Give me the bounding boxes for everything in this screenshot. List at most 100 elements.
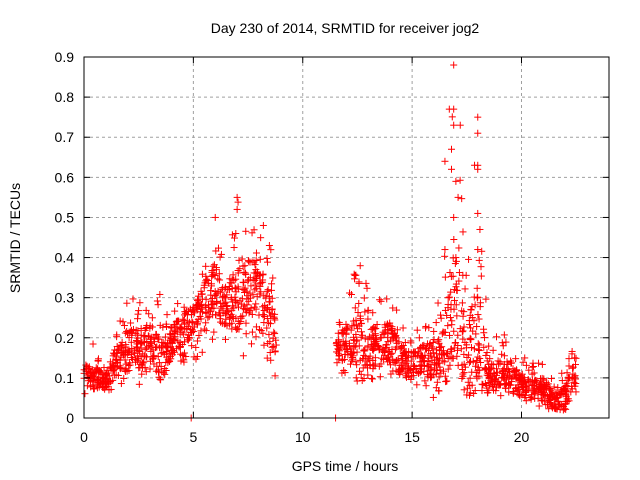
data-point <box>243 301 251 309</box>
data-point <box>205 313 213 321</box>
data-point <box>241 286 249 294</box>
data-point <box>456 176 464 184</box>
data-point <box>215 270 223 278</box>
data-point <box>265 241 273 249</box>
data-point <box>546 396 554 404</box>
data-point <box>383 295 391 303</box>
data-point <box>127 351 135 359</box>
data-point <box>543 381 551 389</box>
data-point <box>525 366 533 374</box>
chart-title: Day 230 of 2014, SRMTID for receiver jog… <box>211 20 480 36</box>
data-point <box>381 323 389 331</box>
data-point <box>196 312 204 320</box>
data-point <box>511 367 519 375</box>
data-point <box>184 336 192 344</box>
data-point <box>438 330 446 338</box>
data-point <box>389 355 397 363</box>
data-point <box>212 291 220 299</box>
y-tick-label: 0.1 <box>55 370 75 386</box>
data-point <box>123 299 131 307</box>
data-point <box>183 308 191 316</box>
data-point <box>257 288 265 296</box>
data-point <box>435 359 443 367</box>
data-point <box>441 246 449 254</box>
data-point <box>341 369 349 377</box>
data-point <box>376 345 384 353</box>
data-point <box>492 333 500 341</box>
data-point <box>208 266 216 274</box>
data-point <box>224 286 232 294</box>
data-point <box>461 338 469 346</box>
data-point <box>150 360 158 368</box>
data-point <box>432 319 440 327</box>
data-point <box>451 260 459 268</box>
data-point <box>455 277 463 285</box>
data-point <box>521 378 529 386</box>
data-point <box>211 213 219 221</box>
plot-frame <box>83 56 610 419</box>
data-point <box>565 362 573 370</box>
grid-lines <box>84 57 609 418</box>
data-point <box>160 369 168 377</box>
data-point <box>448 145 455 153</box>
data-point <box>159 323 167 331</box>
data-point <box>137 338 145 346</box>
data-point <box>162 358 170 366</box>
data-point <box>108 360 116 368</box>
data-point <box>167 323 175 331</box>
data-point <box>247 340 255 348</box>
data-point <box>248 328 256 336</box>
data-point <box>267 246 275 254</box>
data-point <box>478 247 486 255</box>
data-point <box>232 230 240 238</box>
data-point <box>365 333 373 341</box>
data-point <box>136 348 144 356</box>
data-point <box>386 361 394 369</box>
data-point <box>342 337 350 345</box>
data-point <box>250 226 258 234</box>
data-point <box>233 205 241 213</box>
data-point <box>161 364 169 372</box>
data-point <box>242 330 250 338</box>
data-point <box>512 355 520 363</box>
data-point <box>264 286 272 294</box>
data-point <box>465 351 473 359</box>
data-point <box>498 367 506 375</box>
data-point <box>154 301 162 309</box>
data-point <box>426 350 434 358</box>
data-point <box>179 340 187 348</box>
data-point <box>550 383 558 391</box>
data-point <box>228 285 236 293</box>
x-tick-label: 15 <box>404 429 420 445</box>
data-point <box>142 368 150 376</box>
data-point <box>94 355 102 363</box>
data-point <box>234 269 242 277</box>
data-point <box>83 382 91 390</box>
data-point <box>474 165 482 173</box>
data-point <box>263 254 271 262</box>
data-point <box>135 380 143 388</box>
data-point <box>209 294 217 302</box>
data-point <box>498 339 506 347</box>
data-point <box>267 356 275 364</box>
data-point <box>554 397 562 405</box>
data-point <box>346 289 354 297</box>
data-point <box>461 285 469 293</box>
data-point <box>352 374 360 382</box>
data-point <box>178 328 186 336</box>
data-point <box>467 305 475 313</box>
data-point <box>478 387 486 395</box>
data-point <box>476 225 484 233</box>
data-point <box>353 325 361 333</box>
data-point <box>450 235 458 243</box>
y-tick-label: 0.3 <box>55 290 75 306</box>
data-point <box>421 351 429 359</box>
data-point <box>420 358 428 366</box>
data-point <box>477 263 485 271</box>
data-point <box>81 390 89 398</box>
data-point <box>89 340 97 348</box>
data-point <box>128 331 136 339</box>
x-tick-label: 0 <box>80 429 88 445</box>
data-point <box>107 377 115 385</box>
data-point <box>216 315 224 323</box>
